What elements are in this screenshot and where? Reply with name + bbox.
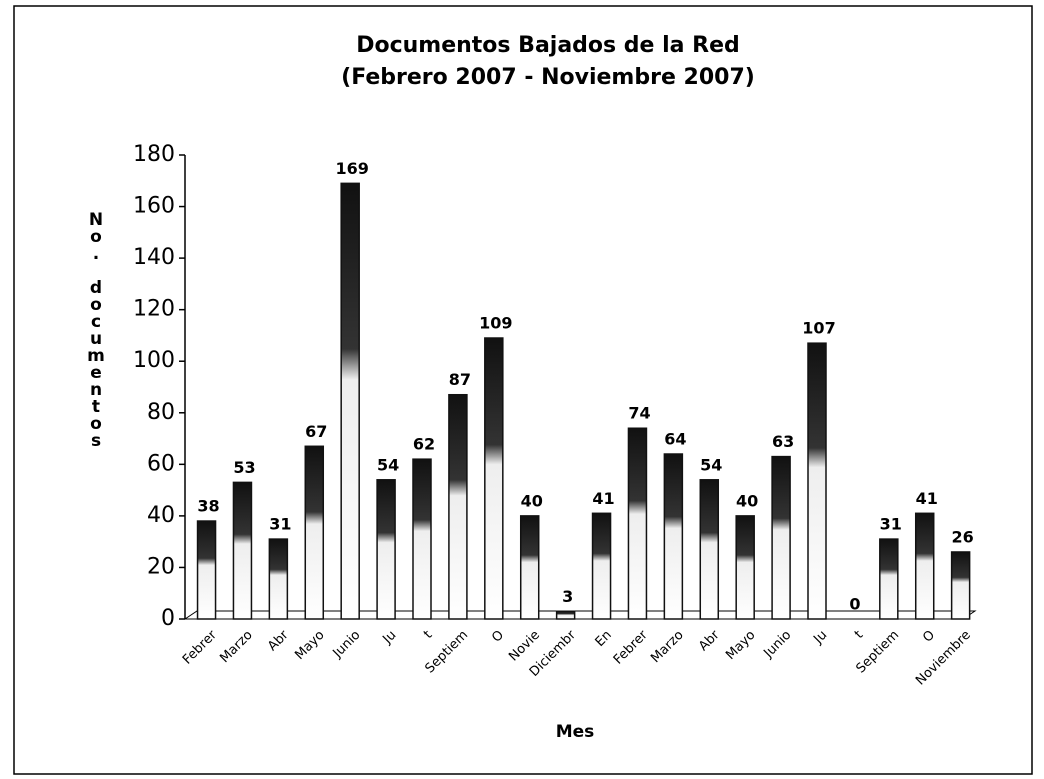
value-label: 109 [479, 314, 512, 333]
value-label: 67 [305, 422, 327, 441]
y-tick-label: 180 [133, 142, 175, 167]
chart-frame [13, 5, 1033, 775]
y-tick-label: 20 [147, 554, 175, 579]
value-label: 107 [802, 319, 835, 338]
x-tick-label: t [852, 628, 866, 642]
value-label: 53 [233, 458, 255, 477]
value-label: 74 [628, 404, 650, 423]
y-tick-label: 40 [147, 503, 175, 528]
bar [232, 481, 253, 620]
bar [340, 182, 360, 620]
value-label: 3 [562, 587, 573, 606]
x-tick-label: Febrer [180, 627, 220, 667]
bar [412, 458, 432, 620]
bar [268, 538, 289, 620]
x-tick-label: O [489, 628, 507, 646]
x-tick-label: Mayo [292, 628, 327, 663]
x-tick-label: Ju [810, 628, 830, 648]
bar [519, 515, 540, 620]
y-tick-label: 80 [147, 400, 175, 425]
value-label: 41 [916, 489, 938, 508]
value-label: 31 [880, 515, 902, 534]
value-label: 169 [335, 159, 368, 178]
bar [196, 520, 217, 620]
y-tick-label: 160 [133, 194, 175, 219]
chart-title: Documentos Bajados de la Red [356, 33, 740, 58]
x-tick-label: Marzo [648, 628, 686, 666]
value-label: 87 [449, 370, 471, 389]
bar [807, 342, 827, 620]
value-label: 63 [772, 432, 794, 451]
bar [771, 455, 791, 620]
x-tick-label: Mayo [723, 628, 758, 663]
x-tick-label: Junio [761, 628, 795, 662]
value-label: 40 [521, 491, 543, 510]
bar [663, 453, 684, 620]
value-label: 38 [197, 497, 219, 516]
bar [555, 610, 576, 620]
x-tick-label: O [920, 628, 938, 646]
bar [879, 538, 899, 620]
x-tick-label: Febrer [611, 627, 651, 667]
bar [448, 393, 468, 620]
x-tick-label: Marzo [217, 628, 255, 666]
value-label: 40 [736, 491, 758, 510]
value-label: 54 [377, 455, 399, 474]
value-label: 54 [700, 455, 722, 474]
y-tick-label: 100 [133, 348, 175, 373]
bar [699, 479, 720, 620]
y-tick-label: 120 [133, 297, 175, 322]
bar [484, 337, 504, 620]
bar [735, 515, 755, 620]
value-label: 31 [269, 515, 291, 534]
bar [376, 479, 396, 620]
y-tick-label: 60 [147, 451, 175, 476]
x-tick-label: Ju [380, 628, 400, 648]
value-label: 64 [664, 430, 686, 449]
bar [627, 427, 648, 620]
bar [591, 512, 612, 620]
x-tick-label: t [421, 628, 435, 642]
value-label: 62 [413, 435, 435, 454]
bar [914, 512, 935, 620]
bar [950, 551, 971, 620]
x-axis-label: Mes [556, 722, 595, 742]
y-axis-label: No. documentos [86, 210, 106, 448]
y-tick-label: 140 [133, 245, 175, 270]
x-tick-label: Junio [330, 628, 364, 662]
x-tick-label: Abr [696, 627, 723, 654]
x-tick-label: En [593, 628, 615, 650]
value-label: 0 [849, 595, 860, 614]
chart-subtitle: (Febrero 2007 - Noviembre 2007) [341, 65, 755, 90]
x-tick-label: Abr [265, 627, 292, 654]
y-tick-label: 0 [161, 606, 175, 631]
bar [304, 445, 325, 620]
value-label: 26 [952, 527, 974, 546]
value-label: 41 [592, 489, 614, 508]
